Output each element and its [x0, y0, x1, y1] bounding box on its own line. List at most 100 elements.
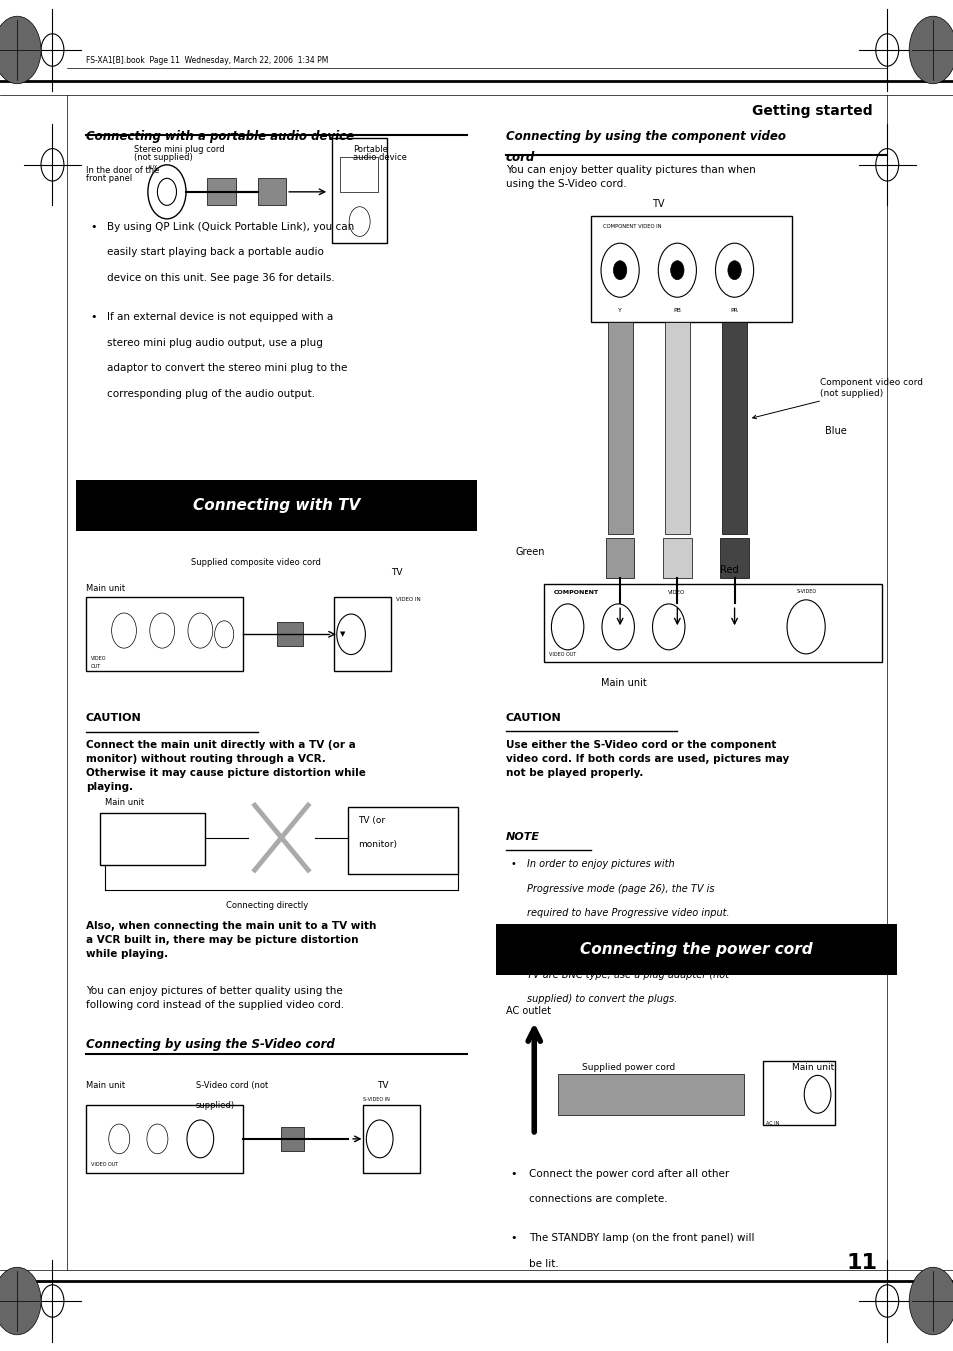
Circle shape — [908, 16, 953, 84]
Text: CAUTION: CAUTION — [86, 713, 141, 723]
Text: The STANDBY lamp (on the front panel) will: The STANDBY lamp (on the front panel) wi… — [529, 1233, 754, 1243]
Bar — [276, 623, 303, 647]
Text: Supplied power cord: Supplied power cord — [581, 1063, 675, 1071]
Text: cord: cord — [505, 151, 535, 165]
Text: Main unit: Main unit — [86, 1081, 125, 1090]
Text: required to have Progressive video input.: required to have Progressive video input… — [526, 908, 728, 917]
Bar — [86, 597, 243, 671]
Text: Getting started: Getting started — [752, 104, 872, 118]
Text: If the component video input jacks of your: If the component video input jacks of yo… — [526, 946, 733, 955]
Bar — [721, 322, 746, 534]
Text: TV: TV — [376, 1081, 388, 1090]
Bar — [664, 322, 689, 534]
Text: Supplied composite video cord: Supplied composite video cord — [191, 558, 320, 567]
Text: •: • — [510, 946, 516, 955]
Text: •: • — [510, 1169, 517, 1178]
Text: Main unit: Main unit — [86, 584, 125, 593]
Text: easily start playing back a portable audio: easily start playing back a portable aud… — [107, 247, 323, 257]
Text: Blue: Blue — [824, 426, 846, 435]
Text: •: • — [510, 1233, 517, 1243]
Text: TV are BNC type, use a plug adapter (not: TV are BNC type, use a plug adapter (not — [526, 970, 728, 979]
Text: TV: TV — [651, 200, 664, 209]
Bar — [605, 538, 634, 578]
Bar — [558, 1074, 743, 1115]
Text: supplied) to convert the plugs.: supplied) to convert the plugs. — [526, 994, 677, 1004]
Text: front panel: front panel — [86, 174, 132, 184]
Bar — [332, 138, 387, 243]
Text: VIDEO: VIDEO — [91, 655, 106, 661]
Circle shape — [727, 261, 740, 280]
Text: Connect the main unit directly with a TV (or a
monitor) without routing through : Connect the main unit directly with a TV… — [86, 740, 365, 792]
Bar — [76, 480, 476, 531]
Text: Connecting with a portable audio device: Connecting with a portable audio device — [86, 130, 354, 143]
Text: Component video cord
(not supplied): Component video cord (not supplied) — [752, 378, 923, 419]
Text: Use either the S-Video cord or the component
video cord. If both cords are used,: Use either the S-Video cord or the compo… — [505, 740, 788, 778]
Text: audio device: audio device — [353, 153, 406, 162]
Bar — [348, 807, 457, 874]
Bar — [496, 924, 896, 975]
Text: Main unit: Main unit — [600, 678, 646, 688]
Text: Green: Green — [515, 547, 544, 557]
Text: Connecting directly: Connecting directly — [226, 901, 308, 911]
Text: TV (or: TV (or — [357, 816, 384, 824]
Circle shape — [908, 1267, 953, 1335]
Text: S-Video cord (not: S-Video cord (not — [195, 1081, 268, 1090]
Text: •: • — [91, 222, 97, 231]
Text: 11: 11 — [846, 1252, 877, 1273]
Circle shape — [613, 261, 626, 280]
Text: NOTE: NOTE — [505, 832, 539, 842]
Bar — [100, 813, 205, 865]
Text: device on this unit. See page 36 for details.: device on this unit. See page 36 for det… — [107, 273, 335, 282]
Text: S-VIDEO IN: S-VIDEO IN — [363, 1097, 390, 1102]
Circle shape — [0, 1267, 41, 1335]
Text: be lit.: be lit. — [529, 1259, 558, 1269]
Text: OUT: OUT — [91, 663, 101, 669]
Text: Stereo mini plug cord: Stereo mini plug cord — [133, 145, 224, 154]
Text: adaptor to convert the stereo mini plug to the: adaptor to convert the stereo mini plug … — [107, 363, 347, 373]
Bar — [543, 584, 882, 662]
Text: •: • — [91, 312, 97, 322]
Text: AUX: AUX — [148, 165, 158, 170]
Bar — [362, 1105, 419, 1173]
Text: Connecting with TV: Connecting with TV — [193, 497, 360, 513]
Text: Connecting the power cord: Connecting the power cord — [579, 942, 812, 958]
Bar — [591, 216, 791, 322]
Text: Main unit: Main unit — [791, 1063, 833, 1071]
Text: Progressive mode (page 26), the TV is: Progressive mode (page 26), the TV is — [526, 884, 714, 893]
Bar — [762, 1061, 834, 1125]
Text: VIDEO: VIDEO — [667, 590, 684, 596]
Text: •: • — [510, 859, 516, 869]
Bar — [86, 1105, 243, 1173]
Text: stereo mini plug audio output, use a plug: stereo mini plug audio output, use a plu… — [107, 338, 322, 347]
Text: monitor): monitor) — [357, 840, 396, 848]
Bar — [334, 597, 391, 671]
Text: VIDEO OUT: VIDEO OUT — [548, 651, 576, 657]
Bar — [720, 538, 748, 578]
Text: Connecting by using the S-Video cord: Connecting by using the S-Video cord — [86, 1038, 335, 1051]
Bar — [281, 1127, 304, 1151]
Text: ▼: ▼ — [339, 631, 345, 638]
Text: PB: PB — [673, 308, 680, 313]
Text: Main unit: Main unit — [105, 797, 144, 807]
Text: In the door of the: In the door of the — [86, 166, 159, 176]
Text: FS-XA1[B].book  Page 11  Wednesday, March 22, 2006  1:34 PM: FS-XA1[B].book Page 11 Wednesday, March … — [86, 57, 328, 65]
Text: Connect the power cord after all other: Connect the power cord after all other — [529, 1169, 729, 1178]
Text: Connecting by using the component video: Connecting by using the component video — [505, 130, 785, 143]
Bar — [339, 157, 377, 192]
Text: COMPONENT: COMPONENT — [553, 590, 598, 596]
Bar — [607, 322, 632, 534]
Text: AC IN: AC IN — [765, 1121, 779, 1127]
Text: VIDEO OUT: VIDEO OUT — [91, 1162, 118, 1167]
Text: S-VIDEO: S-VIDEO — [796, 589, 816, 594]
Text: COMPONENT VIDEO IN: COMPONENT VIDEO IN — [602, 224, 660, 230]
Text: Portable: Portable — [353, 145, 388, 154]
Text: TV: TV — [391, 567, 402, 577]
Bar — [257, 178, 286, 205]
Text: Y: Y — [618, 308, 621, 313]
Text: You can enjoy better quality pictures than when
using the S-Video cord.: You can enjoy better quality pictures th… — [505, 165, 755, 189]
Text: PR: PR — [730, 308, 738, 313]
Circle shape — [148, 165, 186, 219]
Text: By using QP Link (Quick Portable Link), you can: By using QP Link (Quick Portable Link), … — [107, 222, 354, 231]
Circle shape — [0, 16, 41, 84]
Text: If an external device is not equipped with a: If an external device is not equipped wi… — [107, 312, 333, 322]
